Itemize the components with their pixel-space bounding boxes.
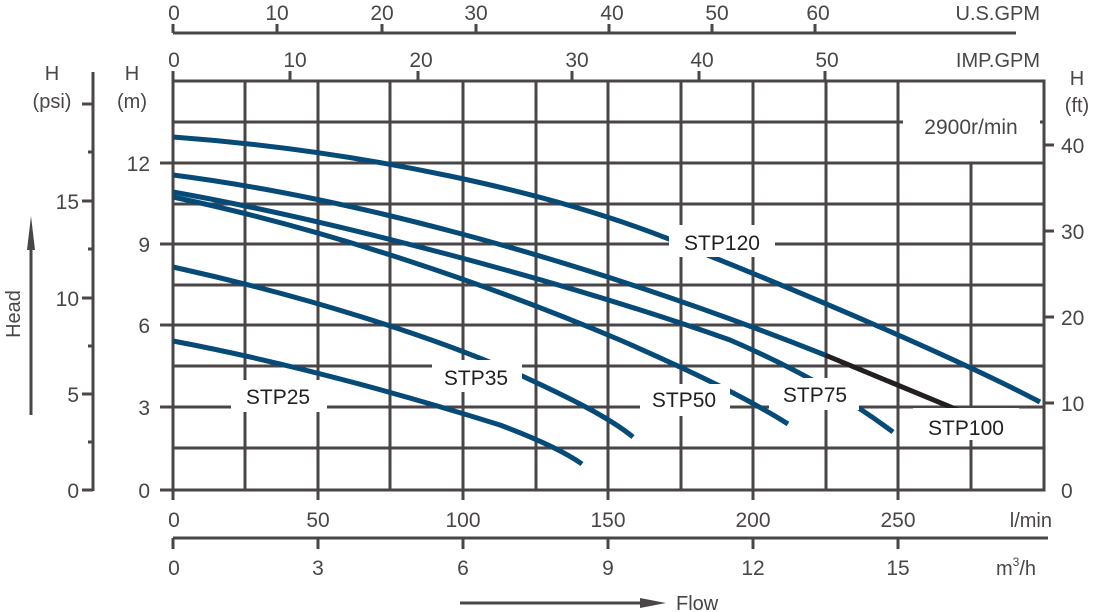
tick-label: 60 xyxy=(806,2,829,25)
tick-label: 15 xyxy=(886,557,909,580)
label-stp50: STP50 xyxy=(652,389,716,412)
tick-label: 9 xyxy=(602,557,614,580)
tick-label: 50 xyxy=(815,49,838,72)
flow-arrow-icon xyxy=(460,598,666,608)
tick-label: 50 xyxy=(306,509,329,532)
tick-label: 9 xyxy=(138,234,150,257)
head-axis-label: Head xyxy=(3,290,25,338)
tick-label: 20 xyxy=(1061,307,1084,330)
tick-label: 0 xyxy=(168,49,180,72)
label-stp35: STP35 xyxy=(444,367,508,390)
m-axis-ticks xyxy=(160,161,173,492)
m3h-axis-tick-labels: 0 3 6 9 12 15 xyxy=(168,557,910,580)
m-axis-tick-labels: 0 3 6 9 12 xyxy=(127,153,150,503)
curve-labels: STP120 STP100 STP75 STP50 STP35 STP25 xyxy=(231,225,1019,440)
tick-label: 0 xyxy=(138,480,150,503)
tick-label: 0 xyxy=(168,509,180,532)
tick-label: 15 xyxy=(56,191,79,214)
psi-axis xyxy=(82,72,95,492)
tick-label: 40 xyxy=(690,49,713,72)
tick-label: 0 xyxy=(168,557,180,580)
psi-axis-h: H xyxy=(45,63,59,85)
ft-axis-unit: (ft) xyxy=(1065,95,1089,117)
tick-label: 20 xyxy=(409,49,432,72)
tick-label: 30 xyxy=(565,49,588,72)
tick-label: 12 xyxy=(127,153,150,176)
imp-gpm-tick-labels: 0 10 20 30 40 50 xyxy=(168,49,839,72)
m3h-axis xyxy=(171,536,1048,549)
imp-gpm-unit: IMP.GPM xyxy=(956,50,1040,72)
curve-stp35 xyxy=(172,264,635,439)
tick-label: 12 xyxy=(741,557,764,580)
lmin-axis-ticks xyxy=(171,490,900,500)
flow-axis-label: Flow xyxy=(676,593,719,612)
tick-label: 150 xyxy=(590,509,625,532)
label-stp25: STP25 xyxy=(246,386,310,409)
tick-label: 40 xyxy=(600,2,623,25)
tick-label: 6 xyxy=(138,315,150,338)
curve-stp100 xyxy=(172,172,826,358)
us-gpm-unit: U.S.GPM xyxy=(956,3,1040,25)
psi-axis-tick-labels: 0 5 10 15 xyxy=(56,191,79,503)
tick-label: 10 xyxy=(1061,393,1084,416)
tick-label: 0 xyxy=(1061,480,1073,503)
m3h-unit: m3/h xyxy=(996,555,1036,580)
tick-label: 0 xyxy=(168,2,180,25)
tick-label: 30 xyxy=(464,2,487,25)
speed-label-bg xyxy=(903,110,1040,144)
label-stp100: STP100 xyxy=(928,417,1004,440)
tick-label: 100 xyxy=(445,509,480,532)
performance-curves xyxy=(172,134,1042,467)
tick-label: 10 xyxy=(56,288,79,311)
ft-axis-ticks xyxy=(1044,143,1054,405)
tick-label: 250 xyxy=(880,509,915,532)
head-arrow-icon xyxy=(27,216,35,415)
tick-label: 3 xyxy=(138,397,150,420)
ft-axis-h: H xyxy=(1070,68,1084,90)
curve-stp25 xyxy=(172,338,584,467)
tick-label: 0 xyxy=(67,480,79,503)
psi-axis-unit: (psi) xyxy=(33,91,72,113)
label-stp120: STP120 xyxy=(684,232,760,255)
ft-axis-tick-labels: 0 10 20 30 40 xyxy=(1061,135,1084,503)
us-gpm-tick-labels: 0 10 20 30 40 50 60 xyxy=(168,2,830,25)
speed-label: 2900r/min xyxy=(924,116,1017,139)
label-stp75: STP75 xyxy=(783,384,847,407)
tick-label: 20 xyxy=(370,2,393,25)
lmin-unit: l/min xyxy=(1010,510,1052,532)
tick-label: 30 xyxy=(1061,221,1084,244)
lmin-axis-tick-labels: 0 50 100 150 200 250 xyxy=(168,509,915,532)
tick-label: 10 xyxy=(265,2,288,25)
tick-label: 6 xyxy=(457,557,469,580)
us-gpm-axis xyxy=(171,24,1016,35)
tick-label: 10 xyxy=(283,49,306,72)
m-axis-unit: (m) xyxy=(117,91,147,113)
tick-label: 40 xyxy=(1061,135,1084,158)
tick-label: 200 xyxy=(735,509,770,532)
curve-stp50 xyxy=(172,194,790,427)
tick-label: 5 xyxy=(67,384,79,407)
tick-label: 50 xyxy=(705,2,728,25)
tick-label: 3 xyxy=(312,557,324,580)
m-axis-h: H xyxy=(125,63,139,85)
